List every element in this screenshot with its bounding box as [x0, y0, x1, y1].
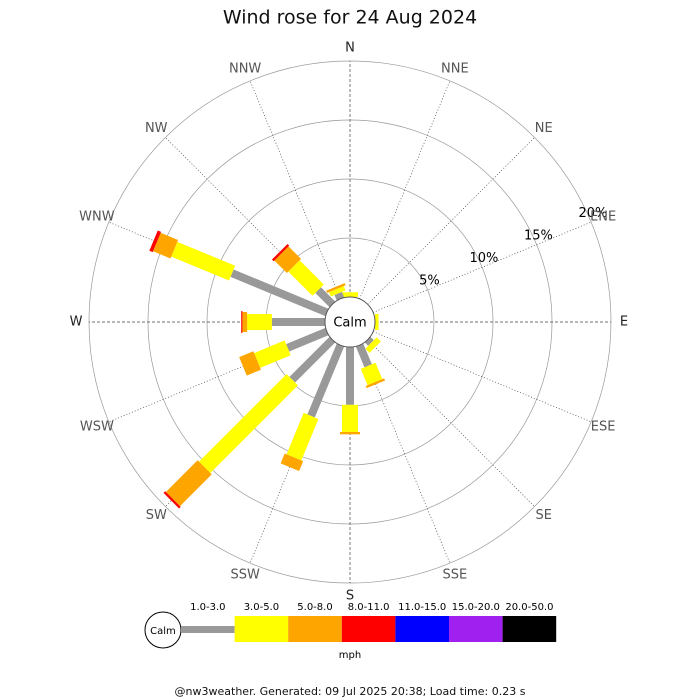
bar-segment: [365, 378, 386, 389]
bar-segment: [307, 343, 345, 418]
legend: Calm 1.0-3.0 3.0-5.0 5.0-8.0 8.0-11.0 11.0-1…: [144, 602, 557, 649]
bar-segment: [326, 283, 346, 293]
bar-segment: [241, 311, 243, 333]
spoke: [249, 80, 341, 300]
spoke: [367, 137, 535, 305]
direction-label: N: [345, 41, 355, 56]
legend-label: 11.0-15.0: [398, 602, 446, 613]
bar-segment: [340, 431, 360, 435]
r-tick-label: 15%: [524, 228, 553, 243]
bar-segment: [271, 318, 325, 326]
direction-label: E: [620, 315, 628, 330]
bar-segment: [239, 351, 261, 376]
bar-segment: [289, 336, 336, 383]
legend-swatch: [181, 626, 235, 633]
bar-segment: [153, 232, 179, 259]
spoke: [359, 80, 451, 300]
direction-label: ENE: [590, 210, 616, 225]
legend-swatch: [502, 616, 557, 642]
bars: [149, 230, 386, 509]
bar-segment: [342, 404, 358, 432]
direction-label: S: [346, 589, 354, 604]
bar-segment: [360, 362, 383, 386]
labels: 5% 10% 15% 20% N NNE NE ENE E ESE SE SSE S SSW SW WSW W W…: [70, 41, 629, 604]
r-tick-label: 20%: [579, 206, 608, 221]
bar-segment: [254, 340, 291, 368]
bar-segment: [286, 327, 329, 352]
direction-label: WSW: [80, 419, 114, 434]
legend-label: 5.0-8.0: [297, 602, 332, 613]
legend-swatch: [341, 616, 396, 642]
bar-segment: [274, 246, 302, 274]
direction-label: SSE: [442, 568, 467, 583]
legend-label: 20.0-50.0: [505, 602, 553, 613]
bar-segment: [163, 491, 181, 509]
legend-label: 15.0-20.0: [452, 602, 500, 613]
bar-segment: [355, 343, 372, 368]
bar-segment: [149, 230, 162, 253]
direction-label: SW: [146, 508, 167, 523]
direction-label: WNW: [79, 210, 115, 225]
legend-label: 1.0-3.0: [190, 602, 225, 613]
bar-segment: [199, 374, 298, 473]
bar-segment: [375, 314, 379, 330]
spoke: [372, 331, 592, 423]
bar-segment: [288, 260, 324, 296]
direction-label: ESE: [591, 419, 616, 434]
bar-segment: [171, 241, 236, 281]
footer: @nw3weather. Generated: 09 Jul 2025 20:3…: [175, 685, 526, 698]
bar-segment: [328, 286, 346, 297]
bar-segment: [346, 347, 354, 405]
spoke: [372, 221, 592, 313]
calm-label: Calm: [333, 316, 366, 331]
chart-title: Wind rose for 24 Aug 2024: [223, 7, 477, 29]
direction-label: NNE: [441, 61, 469, 76]
bar-segment: [364, 336, 374, 346]
direction-label: W: [70, 315, 83, 330]
bar-segment: [365, 337, 381, 353]
legend-unit: mph: [339, 650, 361, 661]
bar-segment: [230, 269, 329, 317]
legend-swatch: [288, 616, 342, 642]
direction-label: NE: [535, 121, 553, 136]
calm-circle: [324, 296, 376, 348]
r-tick-label: 5%: [419, 274, 440, 289]
spoke: [367, 339, 535, 507]
bar-segment: [165, 460, 212, 507]
r-tick-label: 10%: [470, 251, 499, 266]
legend-swatch: [234, 616, 289, 642]
bar-segment: [271, 243, 290, 262]
direction-label: SE: [536, 508, 552, 523]
bar-segment: [280, 453, 304, 472]
bar-segment: [242, 312, 248, 332]
direction-label: NNW: [229, 61, 261, 76]
bar-segment: [247, 314, 272, 330]
legend-label: 8.0-11.0: [348, 602, 390, 613]
bar-segment: [315, 287, 336, 308]
legend-swatch: [395, 616, 449, 642]
direction-label: NW: [145, 121, 168, 136]
legend-calm-label: Calm: [150, 626, 176, 637]
bar-segment: [286, 412, 319, 461]
direction-label: SSW: [230, 568, 260, 583]
legend-swatch: [449, 616, 503, 642]
bar-segment: [342, 292, 358, 297]
legend-label: 3.0-5.0: [244, 602, 279, 613]
